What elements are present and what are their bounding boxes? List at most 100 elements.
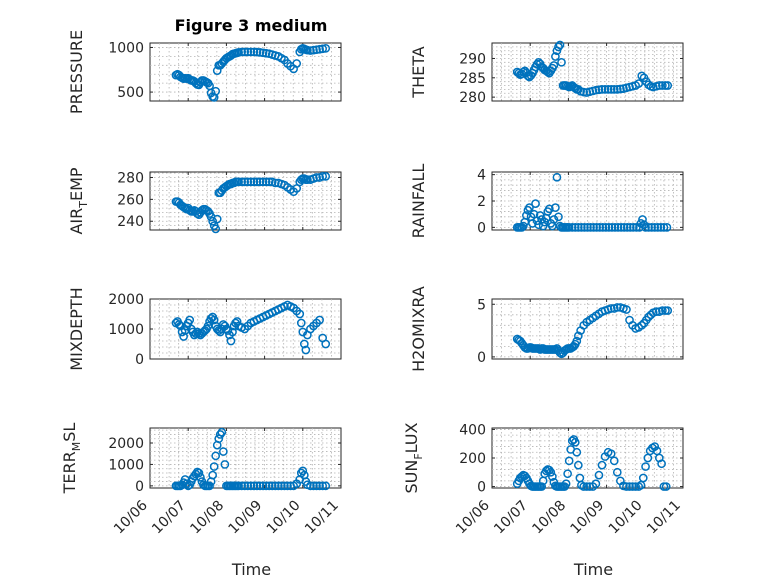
y-tick-label: 400 [459, 422, 486, 438]
data-point [631, 482, 640, 491]
data-point [654, 81, 664, 90]
data-point [549, 61, 559, 70]
data-point [544, 204, 554, 214]
data-point [594, 470, 604, 480]
data-point [628, 223, 638, 232]
data-point [301, 345, 311, 355]
y-tick-label: 1000 [108, 322, 144, 338]
data-point [261, 48, 271, 58]
data-point [637, 320, 647, 330]
panel-h2omixra: 0 5 H2OMIXRA [409, 286, 684, 372]
y-label-main: MIXDEPTH [67, 287, 86, 370]
data-point [598, 223, 608, 232]
data-point [220, 460, 230, 469]
data-point [258, 48, 268, 58]
y-tick-label: 280 [117, 170, 144, 186]
data-point [309, 45, 318, 55]
y-label-subscript: T [77, 201, 90, 209]
panel-theta: 280 285 290 THETA [409, 40, 684, 106]
data-point [619, 223, 629, 232]
y-label-main: THETA [409, 46, 428, 98]
data-point [315, 44, 324, 54]
data-point [635, 223, 644, 232]
data-point [604, 223, 614, 232]
data-point [573, 331, 583, 341]
data-point [237, 481, 247, 491]
data-point [280, 481, 289, 491]
y-tick-label: 1000 [108, 40, 144, 56]
data-point [551, 52, 560, 61]
data-point [270, 178, 280, 188]
series-theta [512, 40, 673, 97]
y-axis-label: PRESSURE [67, 30, 86, 114]
data-point [572, 336, 582, 346]
data-point [554, 42, 563, 52]
data-point [232, 317, 242, 326]
data-point [557, 57, 566, 67]
data-point [637, 71, 647, 81]
data-point [579, 87, 589, 97]
data-point [217, 427, 227, 437]
y-tick-label: 200 [459, 451, 486, 467]
data-point [255, 48, 265, 57]
data-point [601, 223, 611, 232]
y-label-subscript: F [412, 453, 425, 459]
data-point [549, 215, 559, 224]
data-point [299, 339, 309, 349]
data-point [537, 482, 547, 491]
data-point [658, 306, 667, 315]
data-point [246, 47, 256, 57]
data-point [315, 315, 324, 325]
data-point [570, 437, 580, 447]
data-point [518, 221, 528, 231]
data-point [226, 336, 236, 346]
y-label-main: SUN [402, 460, 421, 494]
data-point [252, 481, 262, 491]
data-point [264, 177, 274, 187]
data-point [321, 44, 331, 53]
panel-rainfall: 0 2 4 RAINFALL [409, 164, 684, 239]
y-axis-label: RAINFALL [409, 164, 428, 239]
data-point [616, 84, 625, 94]
data-point [606, 449, 616, 459]
data-point [607, 223, 617, 232]
data-point [612, 467, 622, 477]
data-point [306, 481, 315, 491]
data-point [582, 482, 592, 491]
data-point [523, 71, 533, 81]
data-point [552, 172, 562, 182]
data-point [185, 315, 195, 325]
data-point [625, 482, 634, 491]
data-point [209, 462, 219, 471]
data-point [531, 199, 540, 208]
y-axis-label: SUNFLUX [402, 422, 425, 493]
x-axis-label: Time [573, 560, 613, 579]
data-point [208, 216, 217, 226]
data-point [616, 223, 626, 232]
data-point [612, 303, 622, 312]
figure-title: Figure 3 medium [175, 16, 328, 35]
y-tick-label: 0 [477, 220, 486, 236]
y-tick-label: 240 [117, 214, 144, 230]
series-sunflux [512, 435, 671, 491]
y-tick-label: 290 [459, 51, 486, 67]
data-point [653, 223, 663, 232]
data-point [606, 85, 616, 94]
series-terrmsl [171, 427, 331, 491]
y-tick-label: 2 [477, 194, 486, 210]
data-point [567, 223, 577, 232]
y-tick-label: 4 [477, 168, 486, 184]
data-point [255, 481, 265, 491]
data-point [577, 223, 586, 232]
data-point [650, 442, 660, 451]
data-point [209, 315, 219, 325]
data-point [283, 481, 292, 491]
data-point [583, 223, 592, 232]
data-point [606, 304, 616, 313]
y-tick-label: 500 [117, 85, 144, 101]
data-point [321, 172, 331, 181]
data-point [572, 447, 582, 457]
data-point [303, 175, 312, 185]
data-point [240, 47, 250, 57]
